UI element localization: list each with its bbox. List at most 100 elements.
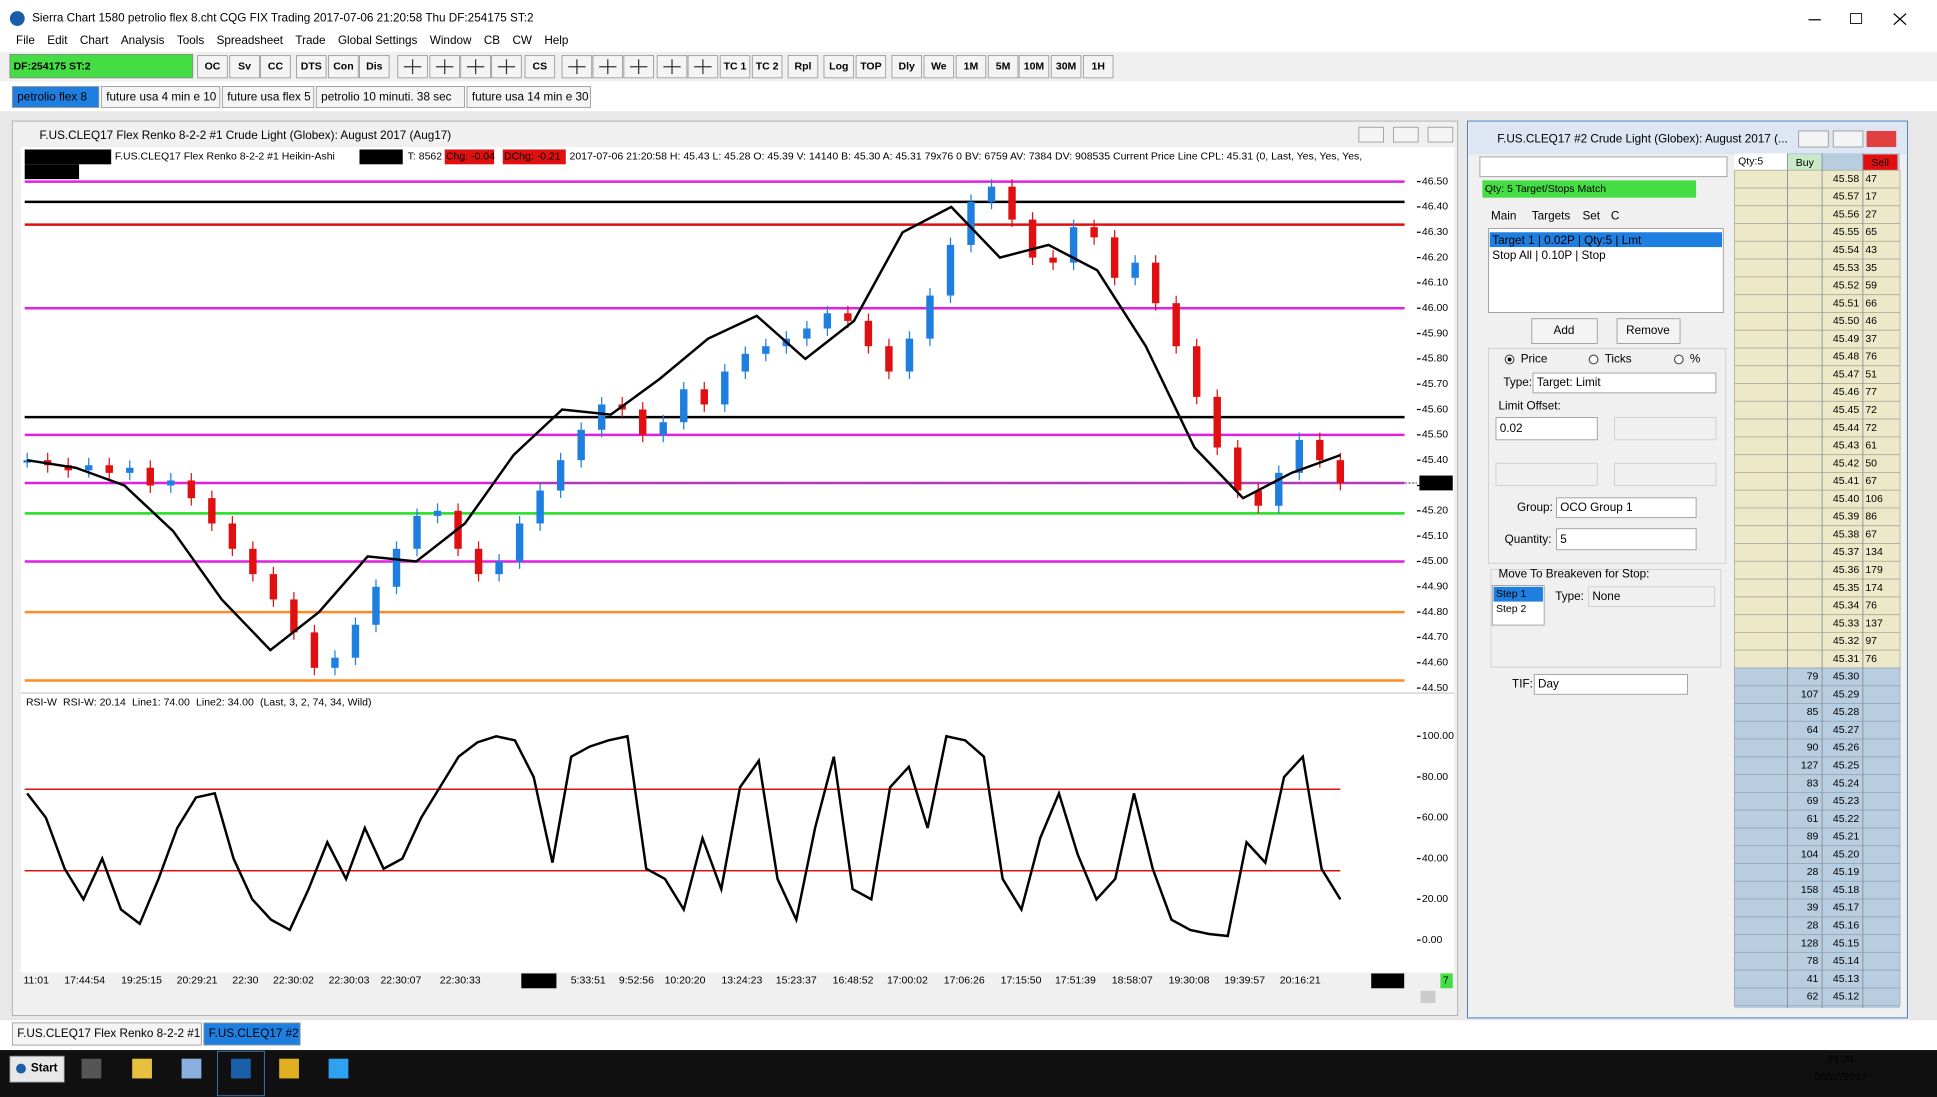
toolbar-button[interactable]	[1050, 55, 1082, 79]
toolbar-button[interactable]	[328, 55, 359, 79]
toolbar-button[interactable]	[229, 55, 260, 79]
add-button[interactable]	[1531, 318, 1598, 344]
bottom-tab[interactable]	[11, 1022, 202, 1046]
toolbar-button[interactable]	[1082, 55, 1114, 79]
taskbar-icon[interactable]	[132, 1058, 152, 1079]
toolbar-button[interactable]	[787, 55, 819, 79]
dom-price: 45.44	[1833, 422, 1859, 434]
remove-button[interactable]	[1616, 318, 1681, 344]
dom-sell-qty: 61	[1865, 440, 1877, 452]
close-button[interactable]	[1866, 130, 1897, 148]
radio-label[interactable]: Ticks	[1605, 353, 1632, 366]
panel-tab[interactable]: Targets	[1532, 209, 1571, 222]
time-label: 5:33:51	[571, 975, 606, 987]
time-label: 22:30:02	[273, 975, 314, 987]
radio[interactable]	[1673, 354, 1684, 365]
menu-item[interactable]: Analysis	[121, 34, 165, 47]
step-item[interactable]: Step 1	[1496, 588, 1527, 600]
dom-sell-qty: 77	[1865, 386, 1877, 398]
type-select[interactable]	[1532, 372, 1717, 394]
bottom-tab[interactable]	[203, 1022, 301, 1046]
offset-input[interactable]	[1495, 417, 1598, 441]
dom-price: 45.48	[1833, 351, 1859, 363]
panel-tab[interactable]: Main	[1491, 209, 1516, 222]
close: C: 45.31	[361, 151, 401, 163]
menu-item[interactable]: CW	[512, 34, 532, 47]
candle-body	[1316, 439, 1324, 461]
chartbook-tab[interactable]	[11, 86, 100, 108]
candle-body	[803, 328, 811, 339]
candle-body	[597, 404, 606, 430]
candle-body	[351, 624, 360, 658]
toolbar-button[interactable]	[855, 55, 887, 79]
rsi-line	[26, 734, 1342, 938]
toolbar-button[interactable]	[955, 55, 987, 79]
step-item[interactable]: Step 2	[1496, 603, 1527, 615]
close-bg	[359, 149, 403, 165]
dom-buy-qty: 28	[1807, 920, 1819, 932]
panel-tab[interactable]: Set	[1582, 209, 1600, 222]
tif-select[interactable]	[1533, 674, 1688, 695]
maximize[interactable]	[1850, 13, 1863, 24]
toolbar-button[interactable]	[823, 55, 855, 79]
dom-price: 45.13	[1833, 973, 1859, 985]
candle-body	[1110, 237, 1119, 278]
group-value: OCO Group 1	[1560, 501, 1632, 514]
taskbar-icon[interactable]	[81, 1058, 102, 1079]
menu-item[interactable]: Chart	[80, 34, 109, 47]
menu-item[interactable]: Help	[544, 34, 569, 47]
menu-item[interactable]: File	[16, 34, 35, 47]
toolbar-button[interactable]	[197, 55, 228, 79]
toolbar-button[interactable]	[359, 55, 390, 79]
candle-body	[1131, 262, 1139, 278]
menu-item[interactable]: CB	[484, 34, 500, 47]
window-button[interactable]	[1427, 126, 1454, 143]
candle-body	[721, 371, 729, 405]
toolbar-button[interactable]	[987, 55, 1019, 79]
menu-item[interactable]: Global Settings	[338, 34, 418, 47]
radio-label[interactable]: Price	[1521, 353, 1548, 366]
window-button[interactable]	[1832, 130, 1864, 148]
toolbar-button[interactable]	[751, 55, 783, 79]
start-button[interactable]	[9, 1055, 65, 1083]
window-button[interactable]	[1358, 126, 1385, 143]
group-select[interactable]	[1556, 497, 1697, 519]
quantity-input[interactable]	[1556, 528, 1697, 551]
menu-item[interactable]: Window	[430, 34, 472, 47]
toolbar-button[interactable]	[296, 55, 327, 79]
candle-body	[1193, 346, 1201, 397]
chartbook-tab[interactable]	[100, 86, 221, 108]
clock-time: 21:20	[1828, 1054, 1854, 1066]
toolbar-button[interactable]	[923, 55, 955, 79]
time-label: 22:30:33	[440, 975, 481, 987]
symbol-select[interactable]	[1479, 156, 1728, 178]
taskbar-icon[interactable]	[328, 1058, 349, 1079]
taskbar-icon[interactable]	[181, 1058, 202, 1079]
scroll-thumb[interactable]	[1420, 990, 1436, 1004]
time-label: 10:20:20	[665, 975, 706, 987]
radio-label[interactable]: %	[1690, 353, 1700, 366]
rsi-header: Line1: 74.00	[132, 697, 190, 709]
panel-tab[interactable]: C	[1611, 209, 1620, 222]
menu-item[interactable]: Trade	[295, 34, 325, 47]
toolbar-button[interactable]	[891, 55, 922, 79]
chartbook-tab[interactable]	[466, 86, 591, 108]
target-item[interactable]: Target 1 | 0.02P | Qty:5 | Lmt	[1492, 234, 1642, 247]
taskbar-icon[interactable]	[279, 1058, 299, 1079]
toolbar-button[interactable]	[260, 55, 291, 79]
chartbook-tab[interactable]	[315, 86, 465, 108]
window-button[interactable]	[1393, 126, 1419, 143]
window-title: Sierra Chart 1580 petrolio flex 8.cht CQ…	[32, 12, 533, 25]
radio[interactable]	[1588, 354, 1599, 365]
chartbook-tab[interactable]	[221, 86, 315, 108]
toolbar-button[interactable]	[719, 55, 751, 79]
menu-item[interactable]: Tools	[177, 34, 204, 47]
toolbar-button[interactable]	[1018, 55, 1050, 79]
toolbar-button[interactable]	[524, 55, 556, 79]
menu-item[interactable]: Spreadsheet	[217, 34, 284, 47]
target-item[interactable]: Stop All | 0.10P | Stop	[1492, 249, 1606, 262]
taskbar-icon[interactable]	[231, 1058, 251, 1079]
menu-item[interactable]: Edit	[47, 34, 68, 47]
toolbar-label: CS	[533, 61, 548, 73]
window-button[interactable]	[1798, 130, 1829, 148]
